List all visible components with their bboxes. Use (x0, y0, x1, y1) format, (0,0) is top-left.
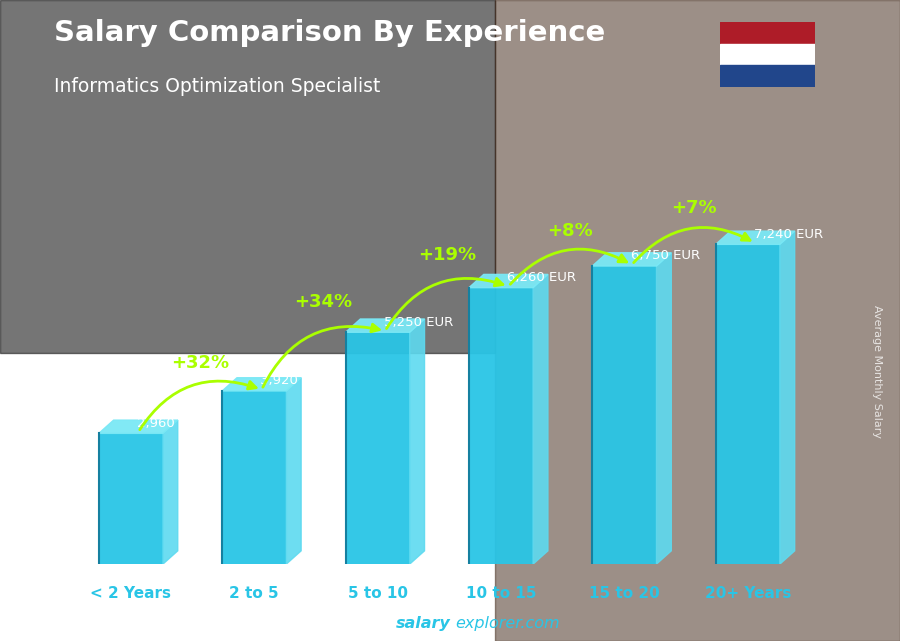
Text: +19%: +19% (418, 246, 476, 264)
Polygon shape (346, 319, 425, 332)
Polygon shape (533, 274, 548, 564)
Text: 6,750 EUR: 6,750 EUR (631, 249, 699, 262)
Text: Salary Comparison By Experience: Salary Comparison By Experience (54, 19, 605, 47)
Polygon shape (592, 253, 671, 266)
Bar (720, 22, 814, 44)
Text: +32%: +32% (171, 354, 229, 372)
Text: 6,260 EUR: 6,260 EUR (508, 271, 576, 284)
Text: 10 to 15: 10 to 15 (466, 586, 536, 601)
Bar (592, 266, 656, 564)
Text: < 2 Years: < 2 Years (90, 586, 171, 601)
Text: 15 to 20: 15 to 20 (589, 586, 660, 601)
Polygon shape (469, 274, 548, 288)
Text: 2,960 EUR: 2,960 EUR (137, 417, 206, 430)
Text: 7,240 EUR: 7,240 EUR (754, 228, 824, 241)
Polygon shape (99, 420, 178, 433)
Bar (222, 391, 286, 564)
Text: +34%: +34% (294, 293, 353, 311)
Polygon shape (780, 231, 795, 564)
Polygon shape (163, 420, 178, 564)
Bar (469, 288, 533, 564)
Bar (720, 65, 814, 87)
Text: 5,250 EUR: 5,250 EUR (383, 316, 453, 329)
Bar (720, 44, 814, 65)
Text: salary: salary (396, 617, 451, 631)
Polygon shape (716, 231, 795, 244)
Polygon shape (410, 319, 425, 564)
Text: explorer.com: explorer.com (455, 617, 560, 631)
Text: +7%: +7% (670, 199, 716, 217)
Text: Informatics Optimization Specialist: Informatics Optimization Specialist (54, 77, 381, 96)
Polygon shape (656, 253, 671, 564)
Text: 5 to 10: 5 to 10 (347, 586, 408, 601)
Bar (0, 0, 495, 353)
Polygon shape (286, 378, 302, 564)
Text: 3,920 EUR: 3,920 EUR (260, 374, 329, 387)
Bar (716, 244, 780, 564)
Bar (346, 332, 410, 564)
Text: Average Monthly Salary: Average Monthly Salary (872, 305, 883, 438)
Polygon shape (222, 378, 302, 391)
Text: 2 to 5: 2 to 5 (230, 586, 279, 601)
Text: 20+ Years: 20+ Years (705, 586, 791, 601)
Bar (495, 0, 900, 641)
Text: +8%: +8% (547, 222, 593, 240)
Bar (99, 433, 163, 564)
